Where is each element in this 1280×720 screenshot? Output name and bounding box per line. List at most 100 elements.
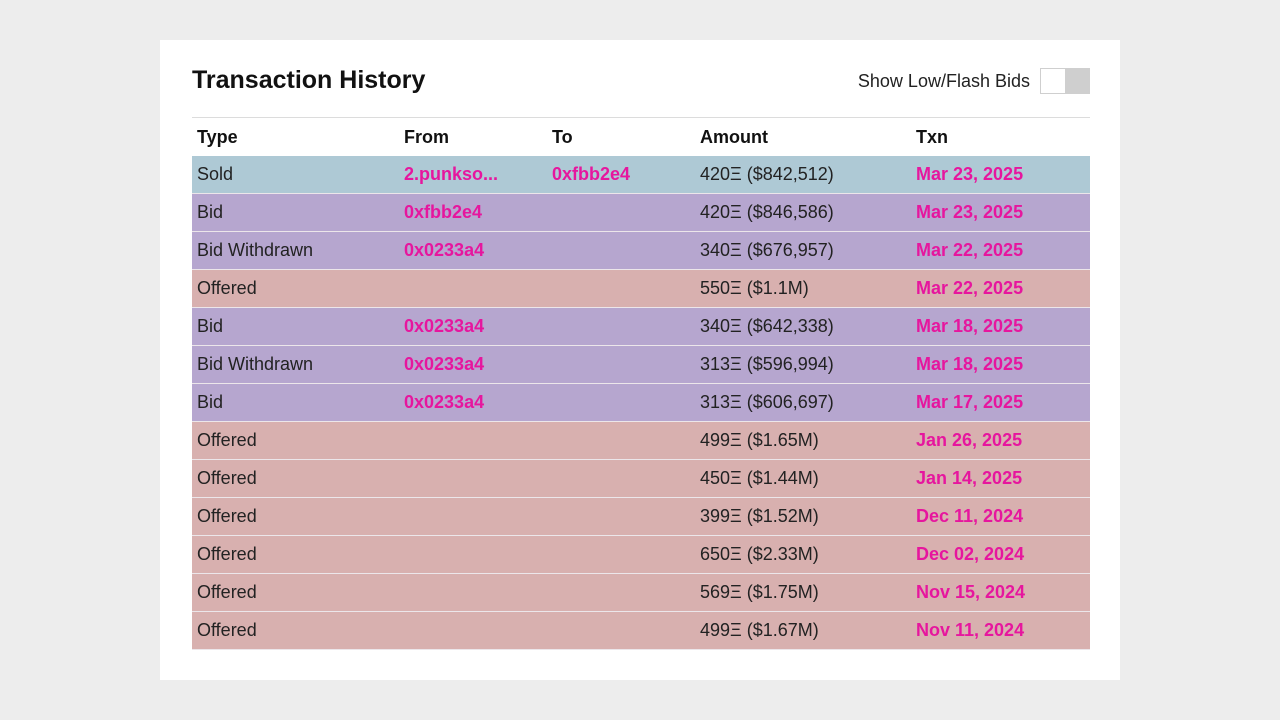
cell-txn: Mar 23, 2025 bbox=[916, 202, 1090, 223]
txn-date-link[interactable]: Jan 26, 2025 bbox=[916, 430, 1023, 450]
cell-amount: 313Ξ ($596,994) bbox=[700, 354, 916, 375]
txn-date-link[interactable]: Nov 11, 2024 bbox=[916, 620, 1025, 640]
row-type: Offered bbox=[197, 468, 257, 488]
row-type: Sold bbox=[197, 164, 234, 184]
row-amount: 340Ξ ($642,338) bbox=[700, 316, 834, 336]
table-header-row: Type From To Amount Txn bbox=[192, 118, 1090, 156]
row-type: Offered bbox=[197, 506, 257, 526]
row-type: Bid bbox=[197, 316, 224, 336]
cell-type: Bid bbox=[192, 202, 404, 223]
cell-type: Offered bbox=[192, 506, 404, 527]
from-address-link[interactable]: 2.punkso... bbox=[404, 164, 499, 184]
cell-amount: 420Ξ ($842,512) bbox=[700, 164, 916, 185]
cell-txn: Dec 02, 2024 bbox=[916, 544, 1090, 565]
cell-amount: 399Ξ ($1.52M) bbox=[700, 506, 916, 527]
cell-txn: Mar 18, 2025 bbox=[916, 316, 1090, 337]
row-amount: 399Ξ ($1.52M) bbox=[700, 506, 819, 526]
table-row: Bid 0x0233a4 313Ξ ($606,697) Mar 17, 2025 bbox=[192, 384, 1090, 422]
from-address-link[interactable]: 0x0233a4 bbox=[404, 240, 485, 260]
row-type: Bid Withdrawn bbox=[197, 240, 314, 260]
cell-to: 0xfbb2e4 bbox=[552, 164, 700, 185]
cell-from: 0xfbb2e4 bbox=[404, 202, 552, 223]
cell-type: Offered bbox=[192, 544, 404, 565]
cell-amount: 499Ξ ($1.67M) bbox=[700, 620, 916, 641]
cell-txn: Mar 18, 2025 bbox=[916, 354, 1090, 375]
txn-date-link[interactable]: Mar 22, 2025 bbox=[916, 240, 1024, 260]
cell-type: Bid bbox=[192, 316, 404, 337]
transaction-table: Type From To Amount Txn Sold 2.punkso... 0… bbox=[192, 117, 1090, 650]
column-header-from: From bbox=[404, 126, 449, 147]
cell-type: Bid bbox=[192, 392, 404, 413]
cell-type: Offered bbox=[192, 582, 404, 603]
row-amount: 499Ξ ($1.65M) bbox=[700, 430, 819, 450]
to-address-link[interactable]: 0xfbb2e4 bbox=[552, 164, 631, 184]
row-type: Offered bbox=[197, 582, 257, 602]
txn-date-link[interactable]: Jan 14, 2025 bbox=[916, 468, 1023, 488]
row-amount: 450Ξ ($1.44M) bbox=[700, 468, 819, 488]
cell-txn: Jan 14, 2025 bbox=[916, 468, 1090, 489]
cell-txn: Nov 15, 2024 bbox=[916, 582, 1090, 603]
row-amount: 420Ξ ($842,512) bbox=[700, 164, 834, 184]
table-row: Bid 0x0233a4 340Ξ ($642,338) Mar 18, 2025 bbox=[192, 308, 1090, 346]
txn-date-link[interactable]: Nov 15, 2024 bbox=[916, 582, 1026, 602]
row-type: Bid bbox=[197, 392, 224, 412]
cell-txn: Mar 17, 2025 bbox=[916, 392, 1090, 413]
table-row: Bid 0xfbb2e4 420Ξ ($846,586) Mar 23, 2025 bbox=[192, 194, 1090, 232]
table-row: Offered 450Ξ ($1.44M) Jan 14, 2025 bbox=[192, 460, 1090, 498]
column-header-to: To bbox=[552, 126, 573, 147]
cell-from: 0x0233a4 bbox=[404, 354, 552, 375]
row-type: Offered bbox=[197, 544, 257, 564]
cell-type: Offered bbox=[192, 620, 404, 641]
table-row: Bid Withdrawn 0x0233a4 313Ξ ($596,994) Mar … bbox=[192, 346, 1090, 384]
low-flash-bids-toggle-group: Show Low/Flash Bids bbox=[858, 68, 1090, 94]
cell-from: 0x0233a4 bbox=[404, 316, 552, 337]
cell-amount: 450Ξ ($1.44M) bbox=[700, 468, 916, 489]
row-amount: 420Ξ ($846,586) bbox=[700, 202, 834, 222]
from-address-link[interactable]: 0x0233a4 bbox=[404, 354, 485, 374]
txn-date-link[interactable]: Mar 23, 2025 bbox=[916, 164, 1024, 184]
cell-amount: 420Ξ ($846,586) bbox=[700, 202, 916, 223]
row-amount: 650Ξ ($2.33M) bbox=[700, 544, 819, 564]
txn-date-link[interactable]: Mar 23, 2025 bbox=[916, 202, 1024, 222]
txn-date-link[interactable]: Mar 18, 2025 bbox=[916, 316, 1024, 336]
row-type: Offered bbox=[197, 430, 257, 450]
row-amount: 313Ξ ($606,697) bbox=[700, 392, 834, 412]
from-address-link[interactable]: 0x0233a4 bbox=[404, 316, 485, 336]
row-amount: 313Ξ ($596,994) bbox=[700, 354, 834, 374]
column-header-amount: Amount bbox=[700, 126, 768, 147]
table-row: Sold 2.punkso... 0xfbb2e4 420Ξ ($842,512) Ma… bbox=[192, 156, 1090, 194]
row-amount: 340Ξ ($676,957) bbox=[700, 240, 834, 260]
from-address-link[interactable]: 0xfbb2e4 bbox=[404, 202, 483, 222]
cell-amount: 569Ξ ($1.75M) bbox=[700, 582, 916, 603]
cell-amount: 340Ξ ($642,338) bbox=[700, 316, 916, 337]
cell-from: 2.punkso... bbox=[404, 164, 552, 185]
table-row: Bid Withdrawn 0x0233a4 340Ξ ($676,957) Mar … bbox=[192, 232, 1090, 270]
cell-amount: 550Ξ ($1.1M) bbox=[700, 278, 916, 299]
column-header-type: Type bbox=[197, 126, 238, 147]
from-address-link[interactable]: 0x0233a4 bbox=[404, 392, 485, 412]
txn-date-link[interactable]: Dec 02, 2024 bbox=[916, 544, 1025, 564]
cell-amount: 340Ξ ($676,957) bbox=[700, 240, 916, 261]
cell-amount: 499Ξ ($1.65M) bbox=[700, 430, 916, 451]
table-row: Offered 569Ξ ($1.75M) Nov 15, 2024 bbox=[192, 574, 1090, 612]
column-header-txn: Txn bbox=[916, 126, 949, 147]
row-type: Offered bbox=[197, 620, 257, 640]
row-amount: 550Ξ ($1.1M) bbox=[700, 278, 809, 298]
cell-txn: Mar 22, 2025 bbox=[916, 240, 1090, 261]
txn-date-link[interactable]: Mar 17, 2025 bbox=[916, 392, 1024, 412]
cell-type: Offered bbox=[192, 278, 404, 299]
cell-amount: 313Ξ ($606,697) bbox=[700, 392, 916, 413]
txn-date-link[interactable]: Dec 11, 2024 bbox=[916, 506, 1024, 526]
txn-date-link[interactable]: Mar 18, 2025 bbox=[916, 354, 1024, 374]
transaction-history-card: Transaction History Show Low/Flash Bids … bbox=[160, 40, 1120, 680]
low-flash-bids-toggle[interactable] bbox=[1040, 68, 1090, 94]
row-amount: 499Ξ ($1.67M) bbox=[700, 620, 819, 640]
cell-txn: Nov 11, 2024 bbox=[916, 620, 1090, 641]
row-amount: 569Ξ ($1.75M) bbox=[700, 582, 819, 602]
cell-txn: Jan 26, 2025 bbox=[916, 430, 1090, 451]
txn-date-link[interactable]: Mar 22, 2025 bbox=[916, 278, 1024, 298]
table-row: Offered 650Ξ ($2.33M) Dec 02, 2024 bbox=[192, 536, 1090, 574]
cell-from: 0x0233a4 bbox=[404, 392, 552, 413]
page-title: Transaction History bbox=[192, 66, 426, 94]
row-type: Bid Withdrawn bbox=[197, 354, 314, 374]
